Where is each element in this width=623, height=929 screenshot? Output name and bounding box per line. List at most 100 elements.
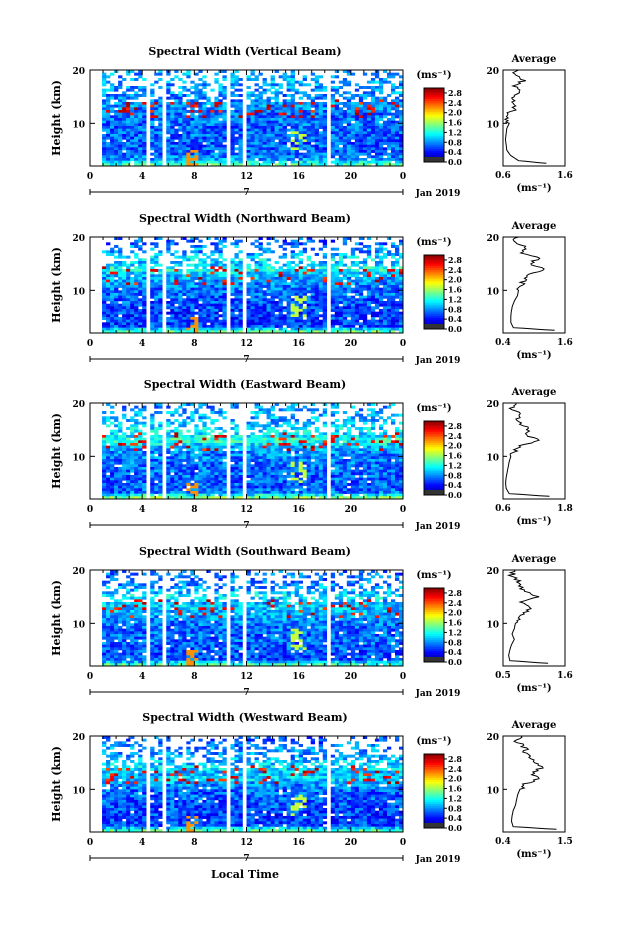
colorbar-tick-label: 0.0	[448, 324, 462, 334]
colorbar: 2.82.42.01.61.20.80.40.0	[423, 87, 462, 167]
date-label: Jan 2019	[415, 189, 461, 199]
heatmap-cells	[102, 403, 404, 500]
x-tick-label: 12	[240, 838, 253, 848]
colorbar-tick-label: 1.6	[448, 285, 462, 295]
colorbar-tick-label: 0.8	[448, 637, 462, 647]
colorbar-tick-label: 1.6	[448, 451, 462, 461]
colorbar-tick-label: 2.4	[448, 598, 462, 608]
colorbar-tick-label: 0.8	[448, 137, 462, 147]
x-tick-label: 4	[139, 672, 145, 682]
average-x-tick-label: 1.6	[557, 671, 573, 681]
x-tick-label: 20	[345, 505, 358, 515]
x-tick-label: 8	[191, 172, 197, 182]
x-tick-label: 8	[191, 505, 197, 515]
average-xlabel: (ms⁻¹)	[516, 183, 551, 194]
average-title: Average	[511, 54, 557, 65]
average-xlabel: (ms⁻¹)	[516, 350, 551, 361]
x-tick-label: 0	[400, 172, 406, 182]
average-x-tick-label: 0.6	[495, 504, 511, 514]
x-tick-label: 0	[400, 672, 406, 682]
y-tick-label: 10	[72, 287, 85, 297]
x-tick-label: 20	[345, 672, 358, 682]
colorbar-tick-label: 0.0	[448, 157, 462, 167]
y-tick-label: 10	[72, 786, 85, 796]
average-profile: Average 10 20 0.6 1.8 (ms⁻¹)	[486, 387, 572, 527]
average-x-tick-label: 0.6	[495, 171, 511, 181]
colorbar-tick-label: 2.8	[448, 88, 462, 98]
x-tick-label: 16	[292, 339, 305, 349]
colorbar-tick-label: 2.0	[448, 108, 462, 118]
colorbar-tick-label: 0.4	[448, 314, 462, 324]
colorbar-tick-label: 0.0	[448, 823, 462, 833]
average-y-tick-label: 20	[486, 400, 499, 410]
x-tick-label: 0	[87, 339, 93, 349]
average-profile: Average 10 20 0.6 1.6 (ms⁻¹)	[486, 54, 572, 194]
average-y-tick-label: 10	[486, 453, 499, 463]
x-tick-label: 8	[191, 838, 197, 848]
average-profile: Average 10 20 0.5 1.6 (ms⁻¹)	[486, 554, 572, 694]
y-tick-label: 20	[72, 567, 85, 577]
colorbar-tick-label: 2.8	[448, 421, 462, 431]
average-profile: Average 10 20 0.4 1.5 (ms⁻¹)	[486, 720, 572, 860]
x-tick-label: 16	[292, 172, 305, 182]
colorbar-tick-label: 2.4	[448, 265, 462, 275]
panel-2: Spectral Width (Northward Beam) 10 20 Heigh…	[50, 212, 573, 366]
y-tick-label: 20	[72, 400, 85, 410]
colorbar-tick-label: 1.2	[448, 460, 462, 470]
panel-1: Spectral Width (Vertical Beam) 10 20 Height…	[50, 45, 573, 199]
average-title: Average	[511, 720, 557, 731]
day-label: 7	[243, 188, 249, 198]
colorbar: 2.82.42.01.61.20.80.40.0	[423, 254, 462, 334]
y-axis-label: Height (km)	[50, 80, 63, 156]
average-line	[506, 569, 549, 664]
colorbar-tick-label: 0.4	[448, 813, 462, 823]
colorbar: 2.82.42.01.61.20.80.40.0	[423, 753, 462, 833]
average-title: Average	[511, 387, 557, 398]
x-tick-label: 8	[191, 672, 197, 682]
colorbar-tick-label: 1.2	[448, 793, 462, 803]
colorbar-tick-label: 2.4	[448, 431, 462, 441]
local-time-xlabel: Local Time	[211, 868, 279, 881]
x-tick-label: 12	[240, 505, 253, 515]
colorbar-unit: (ms⁻¹)	[416, 736, 451, 747]
x-tick-label: 0	[87, 838, 93, 848]
colorbar-tick-label: 1.2	[448, 294, 462, 304]
x-tick-label: 20	[345, 339, 358, 349]
average-line	[505, 402, 550, 497]
average-x-tick-label: 0.4	[495, 338, 511, 348]
panel-4: Spectral Width (Southward Beam) 10 20 Heigh…	[50, 545, 573, 699]
x-tick-label: 20	[345, 838, 358, 848]
y-axis-label: Height (km)	[50, 746, 63, 822]
x-tick-label: 4	[139, 339, 145, 349]
average-xlabel: (ms⁻¹)	[516, 849, 551, 860]
panel-5: Spectral Width (Westward Beam) 10 20 Height…	[50, 711, 573, 865]
y-tick-label: 20	[72, 67, 85, 77]
panel-title: Spectral Width (Eastward Beam)	[144, 378, 346, 391]
average-x-tick-label: 1.6	[557, 338, 573, 348]
y-axis-label: Height (km)	[50, 413, 63, 489]
colorbar-tick-label: 2.8	[448, 255, 462, 265]
heatmap-cells	[102, 237, 404, 334]
x-tick-label: 0	[87, 505, 93, 515]
day-label: 7	[243, 355, 249, 365]
colorbar-tick-label: 2.0	[448, 774, 462, 784]
average-xlabel: (ms⁻¹)	[516, 516, 551, 527]
average-y-tick-label: 20	[486, 234, 499, 244]
colorbar: 2.82.42.01.61.20.80.40.0	[423, 420, 462, 500]
colorbar-tick-label: 1.6	[448, 118, 462, 128]
x-tick-label: 0	[87, 172, 93, 182]
average-y-tick-label: 10	[486, 120, 499, 130]
x-tick-label: 0	[400, 339, 406, 349]
y-axis-label: Height (km)	[50, 580, 63, 656]
colorbar-unit: (ms⁻¹)	[416, 70, 451, 81]
average-title: Average	[511, 221, 557, 232]
heatmap-cells	[102, 736, 404, 833]
x-tick-label: 0	[400, 505, 406, 515]
y-axis-label: Height (km)	[50, 247, 63, 323]
heatmap-cells	[102, 70, 404, 167]
colorbar-tick-label: 1.6	[448, 618, 462, 628]
x-tick-label: 0	[87, 672, 93, 682]
average-x-tick-label: 0.5	[495, 671, 511, 681]
colorbar-tick-label: 1.6	[448, 784, 462, 794]
average-y-tick-label: 20	[486, 567, 499, 577]
